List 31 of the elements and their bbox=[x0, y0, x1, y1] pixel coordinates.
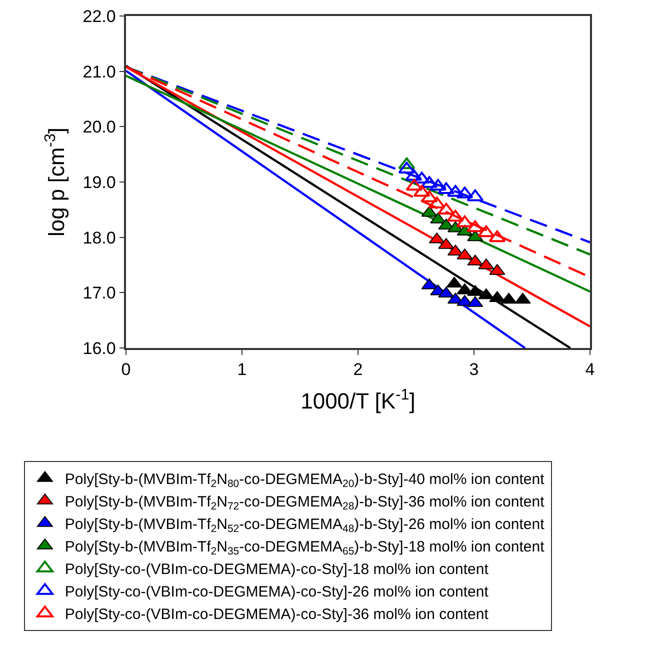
y-tick-label: 21.0 bbox=[82, 62, 116, 82]
legend-label: Poly[Sty-co-(VBIm-co-DEGMEMA)-co-Sty]-26 mol% ion content bbox=[64, 583, 490, 600]
x-axis-title: 1000/T [K$^{-1}$] bbox=[300, 386, 416, 414]
legend-label: Poly[Sty-co-(VBIm-co-DEGMEMA)-co-Sty]-36 mol% ion content bbox=[64, 606, 490, 623]
point bbox=[398, 162, 416, 174]
y-tick-label: 16.0 bbox=[82, 338, 116, 358]
x-tick-label: 4 bbox=[585, 360, 595, 380]
legend-label: Poly[Sty-b-(MVBIm-Tf$_{2}$N$_{52}$-co-DEGMEMA$_{48}$)-b-Sty]-26 mol% ion content bbox=[64, 516, 546, 536]
y-tick-label: 20.0 bbox=[82, 118, 116, 137]
legend-label: Poly[Sty-b-(MVBIm-Tf$_{2}$N$_{35}$-co-DEGMEMA$_{65}$)-b-Sty]-18 mol% ion content bbox=[64, 538, 546, 558]
point bbox=[466, 189, 484, 202]
point bbox=[406, 178, 423, 191]
y-tick-label: 18.0 bbox=[82, 228, 116, 248]
y-tick-label: 22.0 bbox=[82, 6, 116, 26]
point bbox=[430, 178, 447, 191]
point bbox=[398, 157, 416, 170]
legend-label: Poly[Sty-b-(MVBIm-Tf$_{2}$N$_{72}$-co-DEGMEMA$_{28}$)-b-Sty]-36 mol% ion content bbox=[64, 493, 546, 513]
y-tick-label: 17.0 bbox=[82, 284, 116, 303]
x-tick-label: 3 bbox=[469, 360, 479, 380]
point bbox=[456, 215, 474, 228]
point bbox=[488, 230, 506, 242]
legend-label: Poly[Sty-co-(VBIm-co-DEGMEMA)-co-Sty]-18 mol% ion content bbox=[64, 560, 490, 578]
point bbox=[478, 225, 495, 238]
legend-label: Poly[Sty-b-(MVBIm-Tf$_{2}$N$_{80}$-co-DEGMEMA$_{20}$)-b-Sty]-40 mol% ion content bbox=[64, 470, 546, 490]
y-tick-label: 19.0 bbox=[82, 172, 116, 192]
x-tick-label: 2 bbox=[353, 360, 363, 380]
point bbox=[466, 220, 484, 232]
point bbox=[446, 210, 464, 222]
x-tick-label: 0 bbox=[121, 360, 131, 380]
x-tick-label: 1 bbox=[237, 360, 247, 380]
point bbox=[405, 168, 422, 181]
